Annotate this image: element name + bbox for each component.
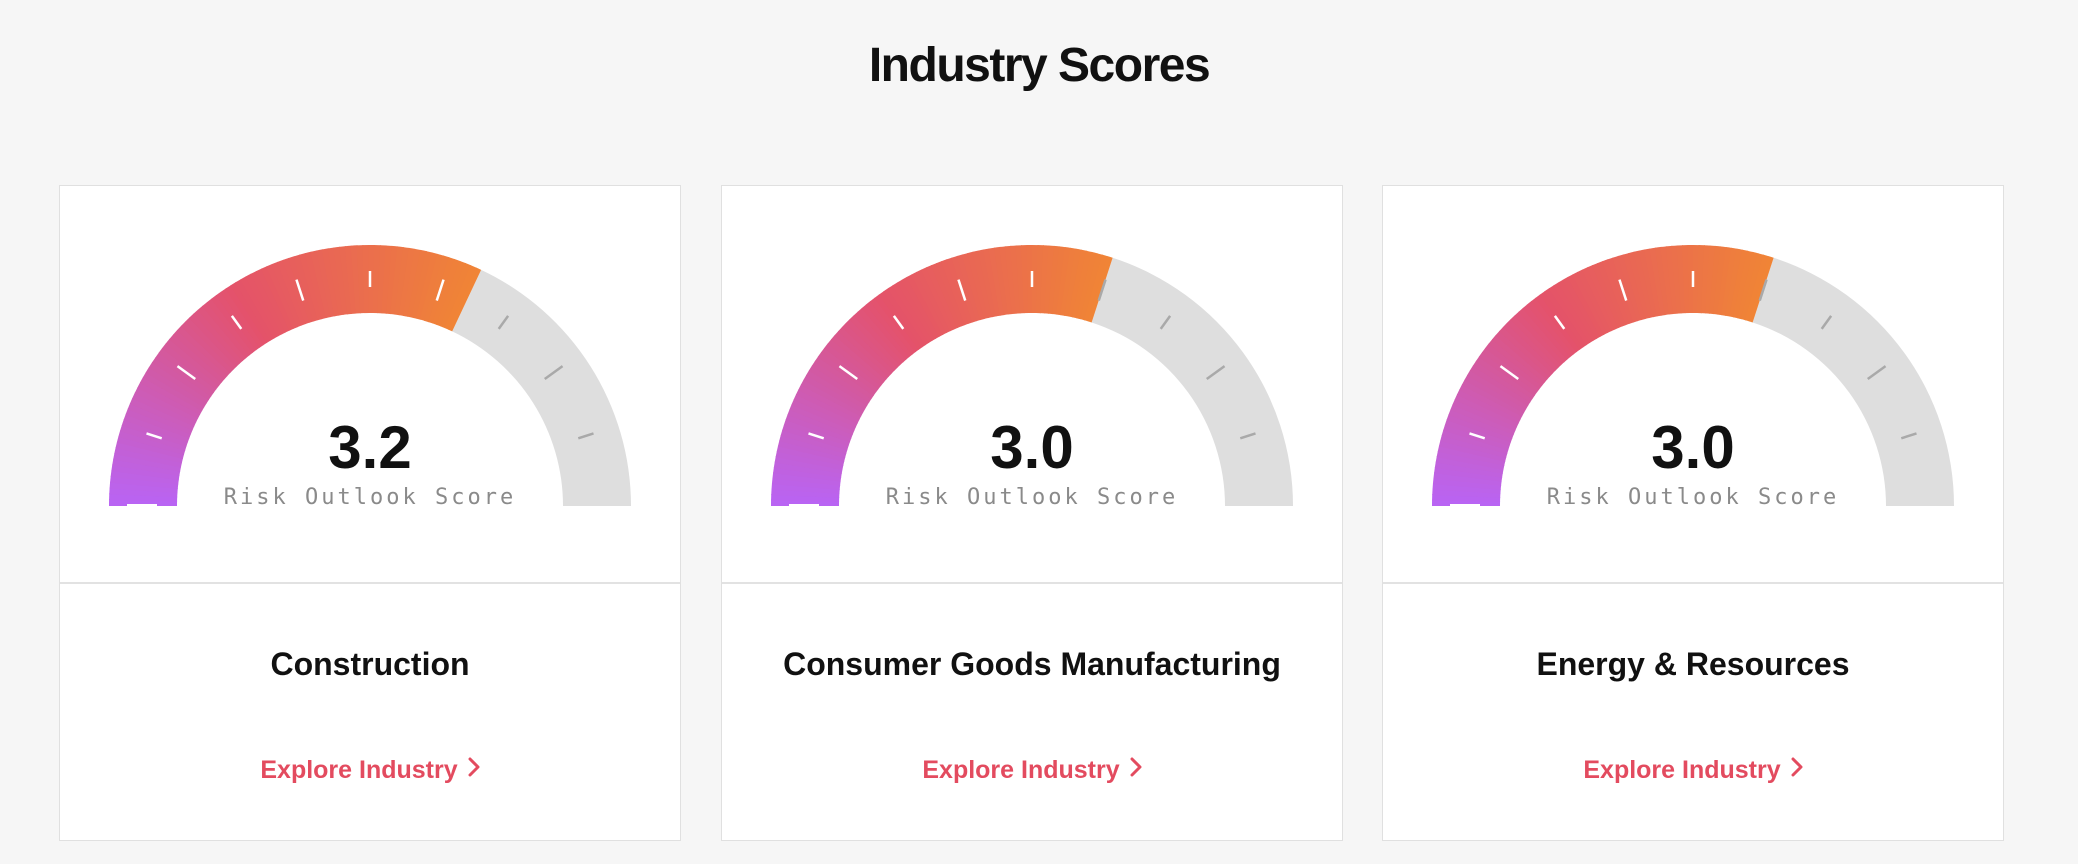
gauge-ticks [146, 271, 594, 440]
industry-name: Energy & Resources [1536, 646, 1850, 682]
explore-industry-label: Explore Industry [260, 756, 458, 784]
gauge-track [1752, 257, 1954, 506]
gauge-tick [1867, 365, 1887, 381]
gauge-tick [957, 279, 967, 301]
gauge-tick [1239, 432, 1256, 440]
industry-card: 3.2 Risk Outlook Score Construction Expl… [59, 185, 681, 841]
score-value: 3.0 [1651, 414, 1735, 481]
explore-industry-label: Explore Industry [922, 756, 1120, 784]
industry-card: 3.0 Risk Outlook Score Consumer Goods Ma… [721, 185, 1343, 841]
gauge-tick [838, 365, 858, 381]
explore-industry-link[interactable]: Explore Industry [60, 754, 680, 787]
gauge-tick [1900, 432, 1917, 440]
gauge-tick [176, 365, 196, 381]
industry-card: 3.0 Risk Outlook Score Energy & Resource… [1382, 185, 2004, 841]
chevron-right-icon [1130, 753, 1142, 785]
gauge-tick [295, 279, 305, 301]
gauge-track [452, 269, 631, 506]
score-label: Risk Outlook Score [223, 485, 517, 510]
risk-gauge [109, 245, 631, 506]
gauge-panel: 3.0 Risk Outlook Score [1383, 186, 2003, 584]
gauge-fill [771, 244, 1113, 506]
gauge-tick [1553, 315, 1566, 330]
gauge-fill [109, 245, 482, 506]
gauge-tick [544, 365, 564, 381]
explore-industry-link[interactable]: Explore Industry [1383, 754, 2003, 787]
gauge-tick [435, 279, 445, 301]
gauge-tick [1499, 365, 1519, 381]
gauge-tick [146, 432, 163, 440]
risk-gauge [1432, 244, 1954, 506]
gauge-tick [1206, 365, 1226, 381]
gauge-tick [497, 315, 510, 330]
gauge-tick [1618, 279, 1628, 301]
score-label: Risk Outlook Score [885, 485, 1179, 510]
gauge-tick [230, 315, 243, 330]
gauge-tick [1097, 279, 1107, 301]
gauge-tick [577, 432, 594, 440]
gauge-fill [1432, 244, 1774, 506]
industry-name: Construction [270, 646, 470, 682]
gauge-ticks [1469, 271, 1917, 440]
explore-industry-link[interactable]: Explore Industry [722, 754, 1342, 787]
score-value: 3.2 [328, 414, 412, 481]
score-value: 3.0 [990, 414, 1074, 481]
gauge-tick [892, 315, 905, 330]
gauge-tick [1469, 432, 1486, 440]
risk-gauge [771, 244, 1293, 506]
gauge-tick [808, 432, 825, 440]
page-title: Industry Scores [868, 39, 1211, 92]
gauge-track [1091, 257, 1293, 506]
chevron-right-icon [1791, 753, 1803, 785]
gauge-ticks [808, 271, 1256, 440]
gauge-tick [1159, 315, 1172, 330]
gauge-tick [1758, 279, 1768, 301]
explore-industry-label: Explore Industry [1583, 756, 1781, 784]
chevron-right-icon [468, 753, 480, 785]
industry-name: Consumer Goods Manufacturing [783, 646, 1281, 682]
gauge-panel: 3.0 Risk Outlook Score [722, 186, 1342, 584]
score-label: Risk Outlook Score [1546, 485, 1840, 510]
gauge-tick [1820, 315, 1833, 330]
gauge-panel: 3.2 Risk Outlook Score [60, 186, 680, 584]
